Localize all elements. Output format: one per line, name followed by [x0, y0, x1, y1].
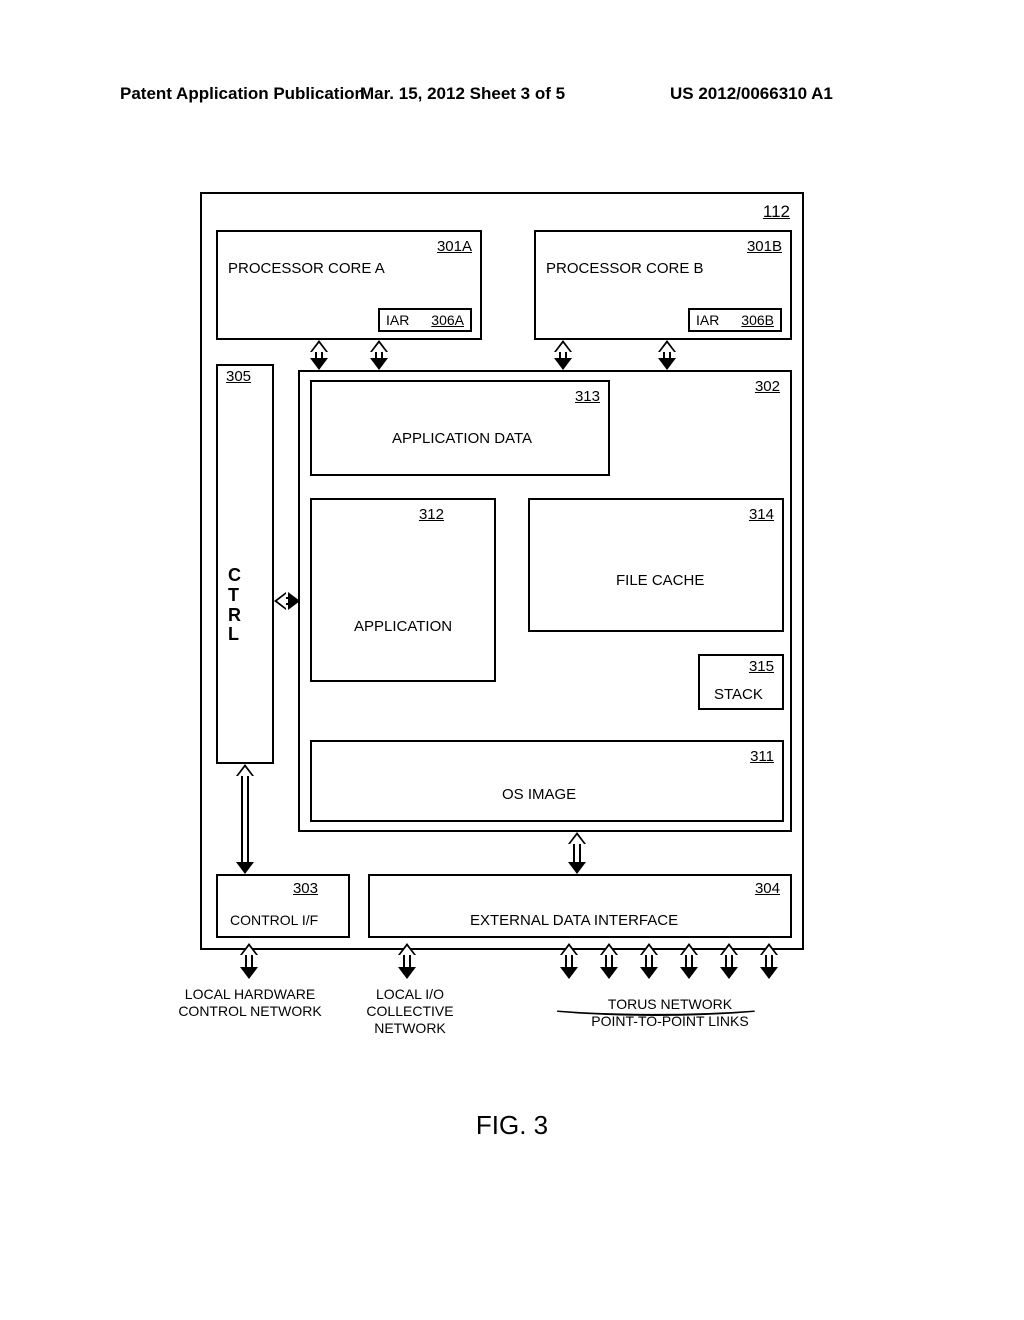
core-a-label: PROCESSOR CORE A — [228, 260, 385, 277]
ref-304: 304 — [755, 880, 780, 897]
label-torus: TORUS NETWORKPOINT-TO-POINT LINKS — [560, 996, 780, 1030]
arrow-torus-4 — [680, 943, 698, 979]
file-cache-box: 314 FILE CACHE — [528, 498, 784, 632]
ref-315: 315 — [749, 658, 774, 675]
file-cache-label: FILE CACHE — [616, 572, 704, 589]
ref-313: 313 — [575, 388, 600, 405]
ref-302: 302 — [755, 378, 780, 395]
header-right: US 2012/0066310 A1 — [670, 84, 833, 104]
ext-if-box: 304 EXTERNAL DATA INTERFACE — [368, 874, 792, 938]
header-center: Mar. 15, 2012 Sheet 3 of 5 — [360, 84, 565, 104]
arrow-ctrl-controlif — [236, 764, 254, 874]
header-left: Patent Application Publication — [120, 84, 365, 104]
ref-312: 312 — [419, 506, 444, 523]
figure-label: FIG. 3 — [0, 1110, 1024, 1141]
iar-a: IAR 306A — [378, 308, 472, 332]
memory-box: 302 313 APPLICATION DATA 312 APPLICATION… — [298, 370, 792, 832]
arrow-torus-2 — [600, 943, 618, 979]
iar-b-ref: 306B — [741, 312, 774, 328]
app-data-label: APPLICATION DATA — [392, 430, 532, 447]
ref-303: 303 — [293, 880, 318, 897]
ctrl-box: 305 CTRL — [216, 364, 274, 764]
stack-box: 315 STACK — [698, 654, 784, 710]
label-liocn: LOCAL I/OCOLLECTIVENETWORK — [340, 986, 480, 1036]
arrow-torus-3 — [640, 943, 658, 979]
arrow-torus-6 — [760, 943, 778, 979]
arrow-coreb-mem2 — [658, 340, 676, 370]
label-lhcn: LOCAL HARDWARECONTROL NETWORK — [160, 986, 340, 1020]
ctrl-label: CTRL — [228, 566, 241, 645]
ref-314: 314 — [749, 506, 774, 523]
ref-112: 112 — [763, 202, 790, 222]
ref-301a: 301A — [437, 238, 472, 255]
processor-core-b: 301B PROCESSOR CORE B IAR 306B — [534, 230, 792, 340]
arrow-ctrl-mem — [274, 592, 300, 610]
processor-core-a: 301A PROCESSOR CORE A IAR 306A — [216, 230, 482, 340]
arrow-coreb-mem1 — [554, 340, 572, 370]
outer-box: 112 301A PROCESSOR CORE A IAR 306A 301B … — [200, 192, 804, 950]
app-box: 312 APPLICATION — [310, 498, 496, 682]
iar-b-label: IAR — [696, 312, 719, 328]
iar-a-ref: 306A — [431, 312, 464, 328]
arrow-torus-1 — [560, 943, 578, 979]
arrow-liocn — [398, 943, 416, 979]
os-image-box: 311 OS IMAGE — [310, 740, 784, 822]
os-label: OS IMAGE — [502, 786, 576, 803]
ref-305: 305 — [226, 368, 251, 385]
ref-311: 311 — [750, 748, 774, 765]
arrow-torus-5 — [720, 943, 738, 979]
core-b-label: PROCESSOR CORE B — [546, 260, 704, 277]
arrow-lhcn — [240, 943, 258, 979]
ref-301b: 301B — [747, 238, 782, 255]
iar-a-label: IAR — [386, 312, 409, 328]
control-if-label: CONTROL I/F — [230, 912, 318, 928]
control-if-box: 303 CONTROL I/F — [216, 874, 350, 938]
ext-if-label: EXTERNAL DATA INTERFACE — [470, 912, 678, 929]
arrow-mem-extif — [568, 832, 586, 874]
arrow-corea-mem — [370, 340, 388, 370]
iar-b: IAR 306B — [688, 308, 782, 332]
page: Patent Application Publication Mar. 15, … — [0, 0, 1024, 1320]
arrow-corea-ctrl — [310, 340, 328, 370]
app-data-box: 313 APPLICATION DATA — [310, 380, 610, 476]
app-label: APPLICATION — [354, 618, 452, 635]
stack-label: STACK — [714, 686, 763, 703]
